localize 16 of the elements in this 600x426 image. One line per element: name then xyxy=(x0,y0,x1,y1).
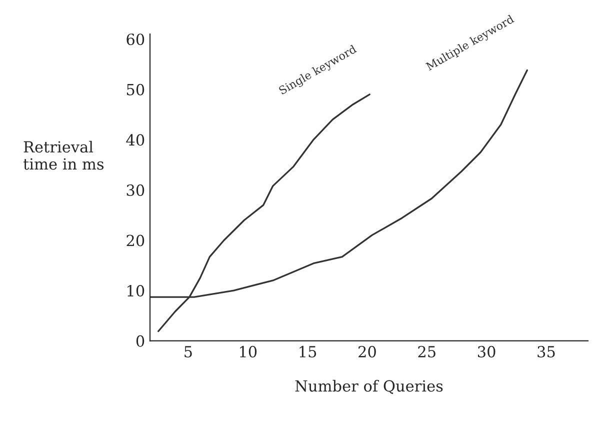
y-tick-label: 30 xyxy=(126,184,144,196)
x-tick-label: 35 xyxy=(538,346,555,358)
x-tick-label: 20 xyxy=(358,346,376,358)
y-tick-label: 40 xyxy=(126,134,144,146)
x-tick-label: 25 xyxy=(418,346,436,358)
x-tick-label: 30 xyxy=(478,346,496,358)
x-tick-label: 5 xyxy=(184,346,192,358)
y-tick-label: 0 xyxy=(136,335,144,347)
y-tick-label: 60 xyxy=(126,34,144,46)
y-tick-label: 10 xyxy=(128,284,144,297)
x-tick-label: 15 xyxy=(300,346,316,358)
x-axis-title: Number of Queries xyxy=(295,380,443,394)
y-axis-title: Retrieval time in ms xyxy=(23,140,104,170)
y-tick-label: 50 xyxy=(126,84,144,96)
y-tick-label: 20 xyxy=(126,234,144,246)
x-tick-label: 10 xyxy=(240,346,257,358)
